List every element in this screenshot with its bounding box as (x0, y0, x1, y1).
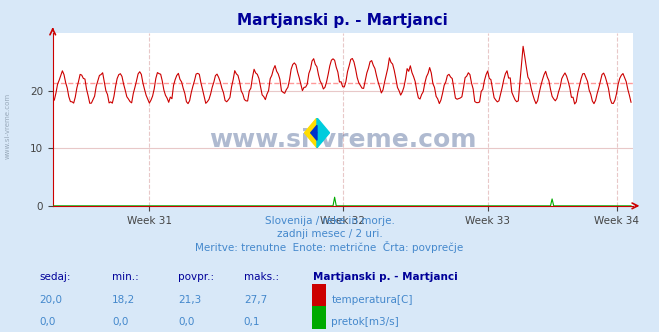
Polygon shape (304, 118, 317, 148)
Text: 27,7: 27,7 (244, 295, 267, 305)
Text: 18,2: 18,2 (112, 295, 135, 305)
Text: 0,0: 0,0 (40, 317, 56, 327)
Text: maks.:: maks.: (244, 272, 279, 282)
Text: povpr.:: povpr.: (178, 272, 214, 282)
Text: sedaj:: sedaj: (40, 272, 71, 282)
Text: Martjanski p. - Martjanci: Martjanski p. - Martjanci (313, 272, 458, 282)
Bar (312, 284, 326, 306)
Text: Meritve: trenutne  Enote: metrične  Črta: povprečje: Meritve: trenutne Enote: metrične Črta: … (195, 241, 464, 253)
Text: pretok[m3/s]: pretok[m3/s] (331, 317, 399, 327)
Text: 0,1: 0,1 (244, 317, 260, 327)
Polygon shape (311, 125, 317, 133)
Text: min.:: min.: (112, 272, 139, 282)
Title: Martjanski p. - Martjanci: Martjanski p. - Martjanci (237, 13, 448, 28)
Text: Slovenija / reke in morje.: Slovenija / reke in morje. (264, 216, 395, 226)
Polygon shape (317, 118, 330, 148)
Polygon shape (311, 133, 317, 140)
Text: 20,0: 20,0 (40, 295, 63, 305)
Text: 0,0: 0,0 (178, 317, 194, 327)
Bar (312, 306, 326, 329)
Text: 21,3: 21,3 (178, 295, 201, 305)
Text: www.si-vreme.com: www.si-vreme.com (5, 93, 11, 159)
Text: www.si-vreme.com: www.si-vreme.com (209, 128, 476, 152)
Text: 0,0: 0,0 (112, 317, 129, 327)
Text: zadnji mesec / 2 uri.: zadnji mesec / 2 uri. (277, 229, 382, 239)
Text: temperatura[C]: temperatura[C] (331, 295, 413, 305)
